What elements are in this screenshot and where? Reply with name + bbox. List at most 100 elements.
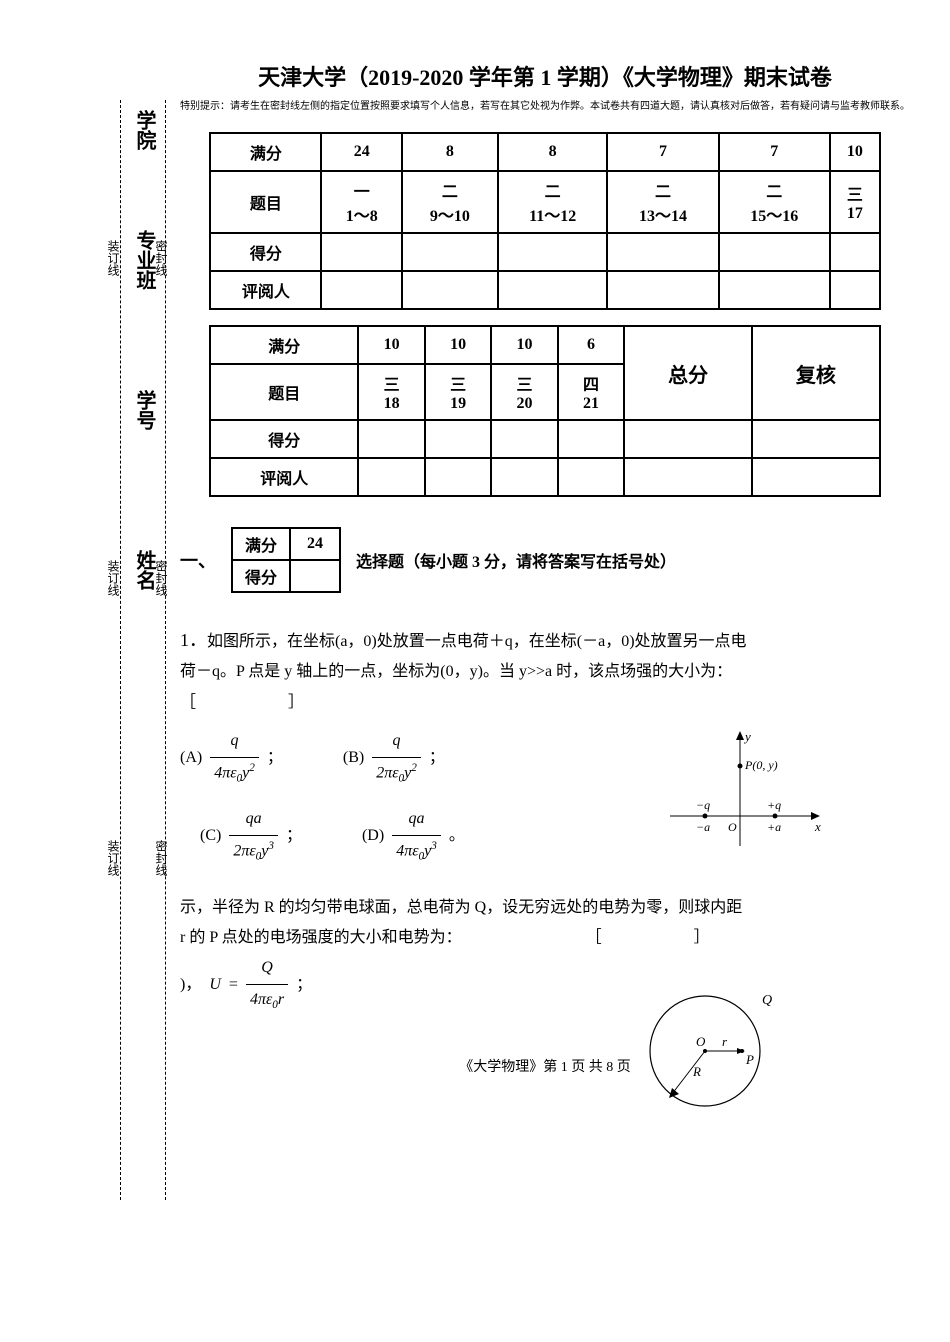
t1-blank xyxy=(498,271,608,309)
title-sem: 1 xyxy=(540,65,551,90)
t1-c: 7 xyxy=(607,133,718,171)
opt-label: (C) xyxy=(200,821,221,851)
t1-c: 一1～8 xyxy=(321,171,402,233)
t2-c: 四21 xyxy=(558,364,624,420)
t1-blank xyxy=(402,271,498,309)
t1-c: 二15～16 xyxy=(719,171,830,233)
q2-option-partial: )， U = Q4πε0r； xyxy=(180,953,910,1016)
svg-text:+a: +a xyxy=(767,820,781,834)
t2-blank xyxy=(358,458,424,496)
q2-line1: 示，半径为 R 的均匀带电球面，总电荷为 Q，设无穷远处的电势为零，则球内距 xyxy=(180,899,742,916)
t2-total-label: 总分 xyxy=(624,326,752,420)
opt-label: (B) xyxy=(343,743,364,773)
q2-line2: r 的 P 点处的电场强度的大小和电势为： xyxy=(180,929,462,946)
cell-top: 二 xyxy=(503,178,603,202)
t2-blank xyxy=(752,458,880,496)
page-subtitle: 特别提示：请考生在密封线左侧的指定位置按照要求填写个人信息，若写在其它处视为作弊… xyxy=(180,97,910,112)
svg-text:P(0, y): P(0, y) xyxy=(744,758,778,772)
t2-c: 6 xyxy=(558,326,624,364)
t2-reviewer-label: 评阅人 xyxy=(210,458,358,496)
svg-text:O: O xyxy=(728,820,737,834)
t2-c: 10 xyxy=(491,326,557,364)
cell-top: 四 xyxy=(563,371,619,395)
q1-option-a: (A) q4πε0y2； xyxy=(180,726,283,789)
mini-got-blank xyxy=(290,560,340,592)
t2-blank xyxy=(425,458,491,496)
t1-blank xyxy=(402,233,498,271)
t2-blank xyxy=(624,420,752,458)
t2-blank xyxy=(491,420,557,458)
cell-bot: 11～12 xyxy=(503,202,603,226)
svg-text:−q: −q xyxy=(696,798,710,812)
cell-top: 三 xyxy=(496,371,552,395)
opt-prefix: )， xyxy=(180,970,201,1000)
binding-label: 装订线 xyxy=(105,560,122,596)
t2-blank xyxy=(558,420,624,458)
mini-got-label: 得分 xyxy=(232,560,290,592)
cell-top: 二 xyxy=(612,178,713,202)
binding-label: 装订线 xyxy=(105,840,122,876)
svg-text:y: y xyxy=(743,729,751,744)
seal-label: 密封线 xyxy=(153,240,170,276)
mini-full-value: 24 xyxy=(290,528,340,560)
t1-topic-label: 题目 xyxy=(210,171,321,233)
t2-c: 三20 xyxy=(491,364,557,420)
section-1-header: 一、 满分 24 得分 选择题（每小题 3 分，请将答案写在括号处） xyxy=(180,527,910,593)
t1-blank xyxy=(607,271,718,309)
t1-c: 二11～12 xyxy=(498,171,608,233)
field-id: 学号 xyxy=(130,390,159,430)
cell-top: 三 xyxy=(835,181,875,205)
cell-bot: 17 xyxy=(835,205,875,223)
t2-blank xyxy=(358,420,424,458)
score-table-1: 满分 24 8 8 7 7 10 题目 一1～8 二9～10 二11～12 二1… xyxy=(209,132,881,310)
page-title: 天津大学（2019-2020 学年第 1 学期）《大学物理》期末试卷 xyxy=(180,60,910,92)
title-prefix: 天津大学（ xyxy=(258,65,368,90)
cell-bot: 15～16 xyxy=(724,202,825,226)
q2-bracket: ［ ］ xyxy=(586,929,730,946)
t1-blank xyxy=(498,233,608,271)
cell-bot: 9～10 xyxy=(407,202,493,226)
t1-c: 8 xyxy=(498,133,608,171)
cell-top: 三 xyxy=(430,371,486,395)
t1-c: 二9～10 xyxy=(402,171,498,233)
title-suffix: 学期）《大学物理》期末试卷 xyxy=(551,65,832,90)
t1-got-label: 得分 xyxy=(210,233,321,271)
cell-top: 二 xyxy=(407,178,493,202)
t1-c: 三17 xyxy=(830,171,880,233)
cell-bot: 19 xyxy=(430,395,486,413)
cell-top: 二 xyxy=(724,178,825,202)
q1-line1: 如图所示，在坐标(a，0)处放置一点电荷＋q，在坐标(－a，0)处放置另一点电 xyxy=(207,633,747,650)
t2-blank xyxy=(558,458,624,496)
t1-blank xyxy=(719,271,830,309)
svg-text:x: x xyxy=(814,819,821,834)
cell-bot: 13～14 xyxy=(612,202,713,226)
t1-c: 7 xyxy=(719,133,830,171)
cell-top: 一 xyxy=(326,178,397,202)
svg-text:R: R xyxy=(692,1064,701,1079)
svg-text:+q: +q xyxy=(767,798,781,812)
t2-c: 10 xyxy=(358,326,424,364)
t1-blank xyxy=(830,233,880,271)
q2-diagram: O r P R Q xyxy=(640,976,780,1116)
title-mid: 学年第 xyxy=(463,65,540,90)
t2-review-label: 复核 xyxy=(752,326,880,420)
svg-text:P: P xyxy=(745,1052,754,1067)
t1-c: 24 xyxy=(321,133,402,171)
cell-bot: 1～8 xyxy=(326,202,397,226)
t1-blank xyxy=(321,271,402,309)
svg-text:r: r xyxy=(722,1034,728,1049)
t1-blank xyxy=(719,233,830,271)
t2-blank xyxy=(624,458,752,496)
t2-blank xyxy=(491,458,557,496)
t2-blank xyxy=(752,420,880,458)
binding-label: 装订线 xyxy=(105,240,122,276)
t1-c: 8 xyxy=(402,133,498,171)
t2-full-label: 满分 xyxy=(210,326,358,364)
svg-text:Q: Q xyxy=(762,993,772,1008)
seal-label: 密封线 xyxy=(153,560,170,596)
opt-label: (D) xyxy=(362,821,384,851)
binding-margin: 学院 专业班 学号 姓名 装订线 密封线 装订线 密封线 装订线 密封线 xyxy=(0,100,180,1200)
q1-option-c: (C) qa2πε0y3； xyxy=(200,804,302,867)
t1-blank xyxy=(830,271,880,309)
section-number: 一、 xyxy=(180,547,216,573)
